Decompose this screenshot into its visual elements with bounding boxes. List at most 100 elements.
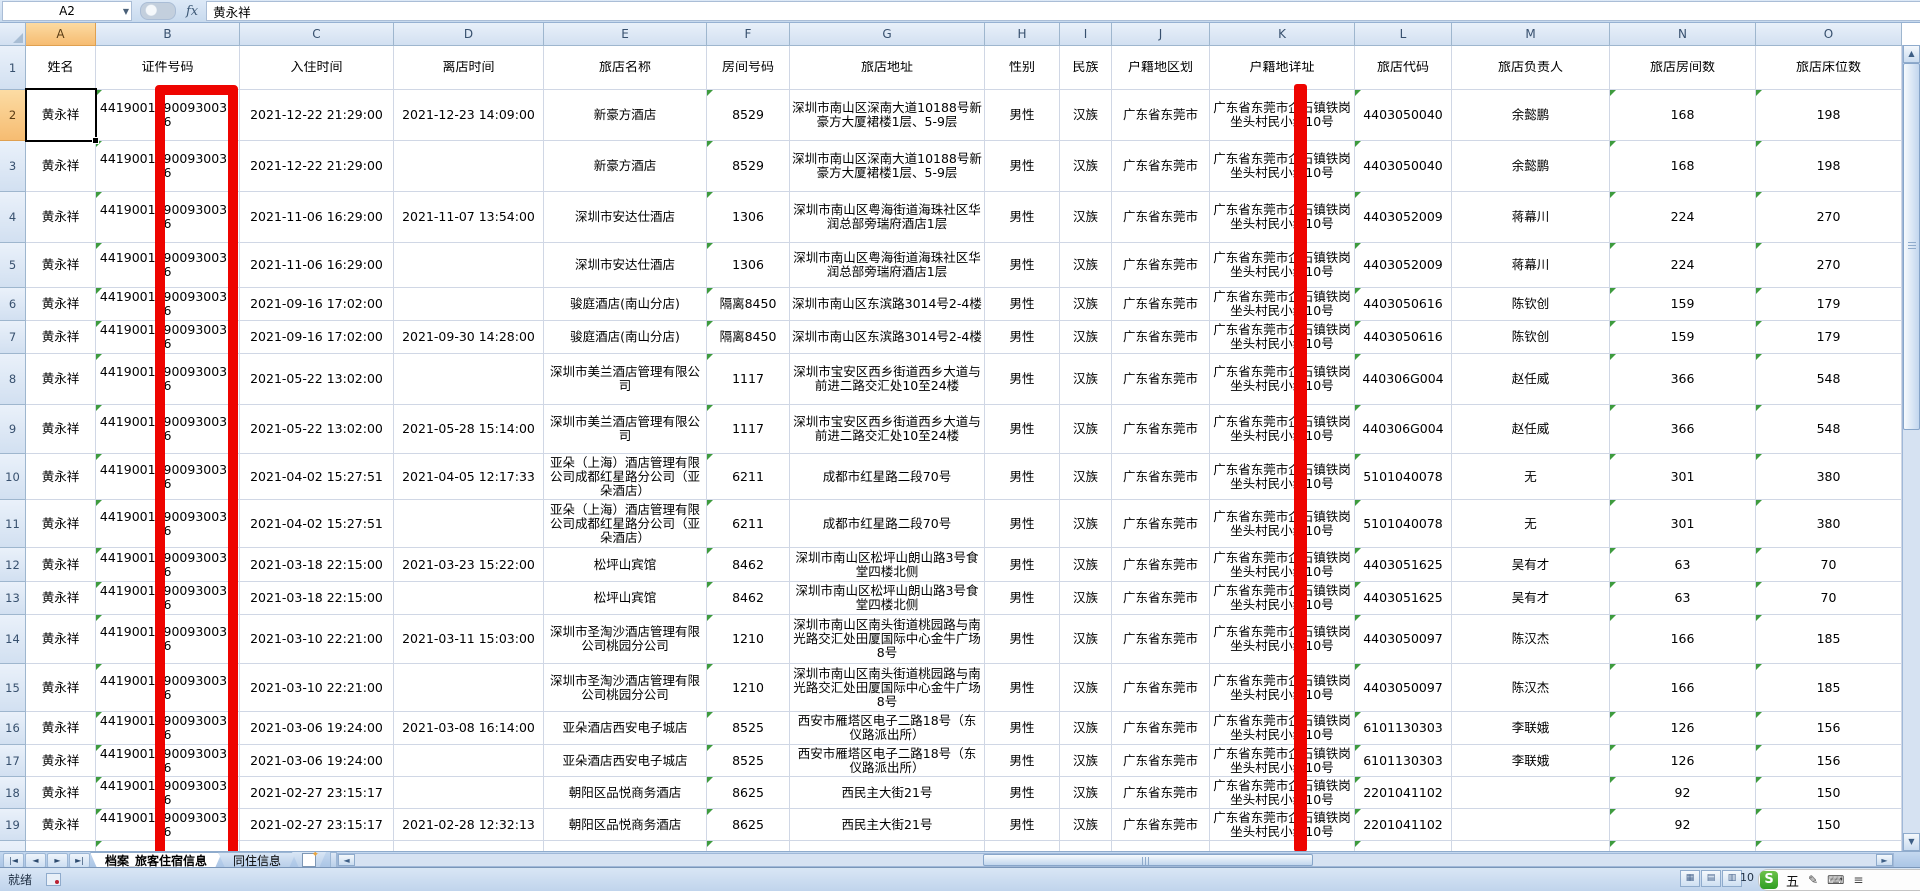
column-header-N[interactable]: N xyxy=(1610,22,1756,46)
cell[interactable]: 广东省东莞市 xyxy=(1112,548,1210,582)
cell[interactable] xyxy=(1452,809,1610,841)
cell[interactable]: 宿迁市宿城区古城街道办公大楼（地上北一层、地 xyxy=(790,841,985,851)
cell[interactable]: 深圳市南山区南头街道桃园路与南光路交汇处田厦国际中心金牛广场8号 xyxy=(790,615,985,664)
cell[interactable]: 男性 xyxy=(985,809,1060,841)
cell[interactable]: 4403050040 xyxy=(1355,141,1452,192)
first-sheet-icon[interactable]: |◄ xyxy=(3,852,24,868)
cell[interactable]: 黄永祥 xyxy=(26,712,96,745)
cell[interactable]: 广东省东莞市 xyxy=(1112,354,1210,405)
cell[interactable]: 441900199009300376 xyxy=(96,664,240,712)
cell[interactable]: 198 xyxy=(1756,141,1902,192)
cell[interactable]: 2021-04-05 12:17:33 xyxy=(394,454,544,500)
cell[interactable]: 270 xyxy=(1756,243,1902,288)
cell[interactable]: 301 xyxy=(1610,500,1756,548)
cell[interactable]: 广东省东莞市 xyxy=(1112,841,1210,851)
header-cell[interactable]: 性别 xyxy=(985,46,1060,90)
ime-logo-icon[interactable]: S xyxy=(1760,871,1778,889)
cell[interactable] xyxy=(394,500,544,548)
cell[interactable]: 3213001080 xyxy=(1355,841,1452,851)
row-header-15[interactable]: 15 xyxy=(0,664,26,712)
cell[interactable]: 黄永祥 xyxy=(26,321,96,354)
cell[interactable]: 8529 xyxy=(707,90,790,141)
column-header-H[interactable]: H xyxy=(985,22,1060,46)
header-cell[interactable]: 旅店床位数 xyxy=(1756,46,1902,90)
cell[interactable]: 159 xyxy=(1610,288,1756,321)
horizontal-scrollbar-thumb[interactable] xyxy=(983,854,1314,866)
cell[interactable]: 101 xyxy=(1610,841,1756,851)
row-header-12[interactable]: 12 xyxy=(0,548,26,582)
cell[interactable]: 1210 xyxy=(707,664,790,712)
row-header-6[interactable]: 6 xyxy=(0,288,26,321)
cell[interactable]: 70 xyxy=(1756,582,1902,615)
cell[interactable]: 黄永祥 xyxy=(26,354,96,405)
cell[interactable]: 男性 xyxy=(985,90,1060,141)
cell[interactable]: 西民主大街21号 xyxy=(790,809,985,841)
cell[interactable]: 8462 xyxy=(707,548,790,582)
row-header-3[interactable]: 3 xyxy=(0,141,26,192)
cell[interactable]: 4403051625 xyxy=(1355,548,1452,582)
cell[interactable]: 西安市雁塔区电子二路18号（东仪路派出所） xyxy=(790,712,985,745)
cell[interactable]: 赵任威 xyxy=(1452,354,1610,405)
cell[interactable]: 广东省东莞市 xyxy=(1112,615,1210,664)
cell[interactable]: 广东省东莞市 xyxy=(1112,405,1210,454)
cell[interactable]: 汉族 xyxy=(1060,90,1112,141)
cell[interactable]: 汉族 xyxy=(1060,712,1112,745)
cell[interactable]: 汉族 xyxy=(1060,809,1112,841)
cell[interactable]: 2201041102 xyxy=(1355,777,1452,809)
header-cell[interactable]: 旅店地址 xyxy=(790,46,985,90)
cell[interactable]: 441900199009300376 xyxy=(96,454,240,500)
cell[interactable]: 广东省东莞市企石镇铁岗坐头村民小组10号 xyxy=(1210,243,1355,288)
row-header-11[interactable]: 11 xyxy=(0,500,26,548)
cell[interactable]: 2021-03-10 22:21:00 xyxy=(240,664,394,712)
cell[interactable]: 黄永祥 xyxy=(26,582,96,615)
cell[interactable]: 4403052009 xyxy=(1355,192,1452,243)
cell[interactable]: 广东省东莞市企石镇铁岗坐头村民小组10号 xyxy=(1210,192,1355,243)
cell[interactable]: 汉族 xyxy=(1060,664,1112,712)
cell[interactable] xyxy=(394,141,544,192)
prev-sheet-icon[interactable]: ◄ xyxy=(25,852,46,868)
page-break-view-icon[interactable]: ▥ xyxy=(1722,870,1742,887)
header-cell[interactable]: 入住时间 xyxy=(240,46,394,90)
cell[interactable]: 黄永祥 xyxy=(26,500,96,548)
cell[interactable] xyxy=(394,745,544,777)
cell[interactable]: 广东省东莞市 xyxy=(1112,664,1210,712)
cell[interactable]: 2021-04-02 15:27:51 xyxy=(240,454,394,500)
cell[interactable]: 成都市红星路二段70号 xyxy=(790,500,985,548)
cell[interactable]: 广东省东莞市企石镇铁岗坐头村民小组10号 xyxy=(1210,405,1355,454)
cell[interactable]: 深圳市安达仕酒店 xyxy=(544,243,707,288)
cell[interactable]: 新豪方酒店 xyxy=(544,141,707,192)
cell[interactable]: 男性 xyxy=(985,405,1060,454)
column-header-D[interactable]: D xyxy=(394,22,544,46)
cell[interactable]: 广东省东莞市企石镇铁岗坐头村民小组10号 xyxy=(1210,841,1355,851)
cell[interactable]: 440306G004 xyxy=(1355,354,1452,405)
cell[interactable]: 198 xyxy=(1756,90,1902,141)
page-layout-view-icon[interactable]: ▤ xyxy=(1701,870,1721,887)
cell[interactable]: 黄永祥 xyxy=(26,454,96,500)
cell[interactable]: 6211 xyxy=(707,454,790,500)
cell[interactable]: 维也纳(智好) xyxy=(544,841,707,851)
cell[interactable]: 男性 xyxy=(985,354,1060,405)
cell[interactable]: 汉族 xyxy=(1060,615,1112,664)
header-cell[interactable]: 证件号码 xyxy=(96,46,240,90)
cell[interactable]: 隔离8450 xyxy=(707,288,790,321)
cell[interactable]: 陈钦创 xyxy=(1452,321,1610,354)
cell[interactable]: 汉族 xyxy=(1060,141,1112,192)
cell[interactable]: 广东省东莞市企石镇铁岗坐头村民小组10号 xyxy=(1210,321,1355,354)
cell[interactable]: 2021-05-22 13:02:00 xyxy=(240,354,394,405)
row-header-17[interactable]: 17 xyxy=(0,745,26,777)
cell[interactable]: 松坪山宾馆 xyxy=(544,548,707,582)
cell[interactable]: 441900199009300376 xyxy=(96,354,240,405)
column-header-G[interactable]: G xyxy=(790,22,985,46)
cell[interactable]: 6211 xyxy=(707,500,790,548)
cell[interactable]: 广东省东莞市企石镇铁岗坐头村民小组10号 xyxy=(1210,548,1355,582)
cell[interactable]: 黄永祥 xyxy=(26,548,96,582)
cell[interactable]: 168 xyxy=(1610,141,1756,192)
cell[interactable]: 汉族 xyxy=(1060,841,1112,851)
cell[interactable]: 2021-03-08 16:14:00 xyxy=(394,712,544,745)
cell[interactable]: 西民主大街21号 xyxy=(790,777,985,809)
row-header-19[interactable]: 19 xyxy=(0,809,26,841)
cell[interactable]: 深圳市南山区东滨路3014号2-4楼 xyxy=(790,288,985,321)
cell[interactable]: 126 xyxy=(1610,712,1756,745)
cell[interactable]: 156 xyxy=(1756,745,1902,777)
cell[interactable]: 黄永祥 xyxy=(26,809,96,841)
